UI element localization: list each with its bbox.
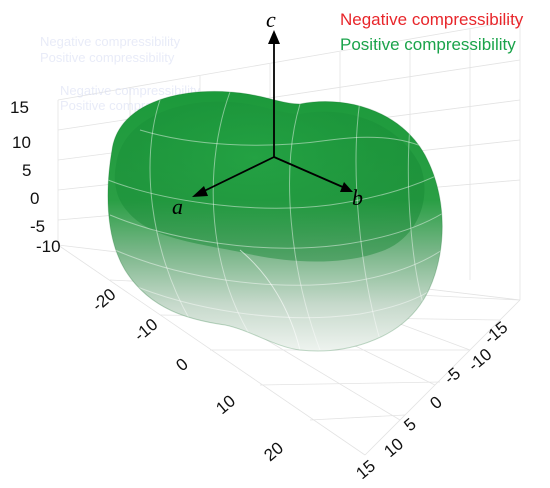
- ghost-legend-positive: Positive compressibility: [40, 50, 175, 65]
- tick-label: -5: [440, 364, 464, 388]
- vertical-axis-ticks: 15 10 5 0 -5 -10: [10, 98, 61, 256]
- tick-label: -15: [480, 318, 511, 348]
- surface-outline: [107, 90, 443, 352]
- right-horizontal-axis-ticks: -15 -10 -5 0 5 10 15: [352, 318, 511, 483]
- tick-label: -10: [130, 315, 161, 345]
- axis-a-line: [199, 156, 275, 194]
- tick-label: 10: [380, 434, 407, 461]
- tick-label: 20: [260, 438, 287, 465]
- tick-label: 5: [22, 161, 31, 180]
- axis-label-c: c: [266, 7, 276, 32]
- ghost-legend-negative-2: Negative compressibility: [60, 83, 201, 98]
- axis-b-line: [273, 156, 346, 189]
- legend-positive: Positive compressibility: [340, 35, 516, 54]
- axis-label-b: b: [352, 185, 363, 210]
- tick-label: 0: [172, 354, 191, 375]
- tick-label: -5: [30, 217, 45, 236]
- tick-label: 0: [426, 392, 445, 413]
- surface-top-cap: [114, 101, 425, 262]
- tick-label: 15: [10, 98, 29, 117]
- tick-label: 15: [352, 456, 379, 483]
- axis-b-arrowhead: [340, 182, 353, 192]
- ghost-legend-negative: Negative compressibility: [40, 34, 181, 49]
- tick-label: 10: [12, 133, 31, 152]
- axis-a-arrowhead: [192, 186, 208, 197]
- axis-label-a: a: [172, 194, 183, 219]
- compressibility-surface: [107, 90, 443, 352]
- legend: Negative compressibility Positive compre…: [340, 10, 524, 54]
- tick-label: 10: [212, 391, 239, 418]
- crystal-axes: [192, 30, 353, 197]
- tick-label: 0: [30, 189, 39, 208]
- axis-c-arrowhead: [268, 30, 280, 44]
- tick-label: -20: [88, 285, 119, 315]
- tick-label: -10: [36, 237, 61, 256]
- legend-negative: Negative compressibility: [340, 10, 524, 29]
- surface-mesh: [107, 91, 443, 351]
- tick-label: 5: [400, 414, 419, 435]
